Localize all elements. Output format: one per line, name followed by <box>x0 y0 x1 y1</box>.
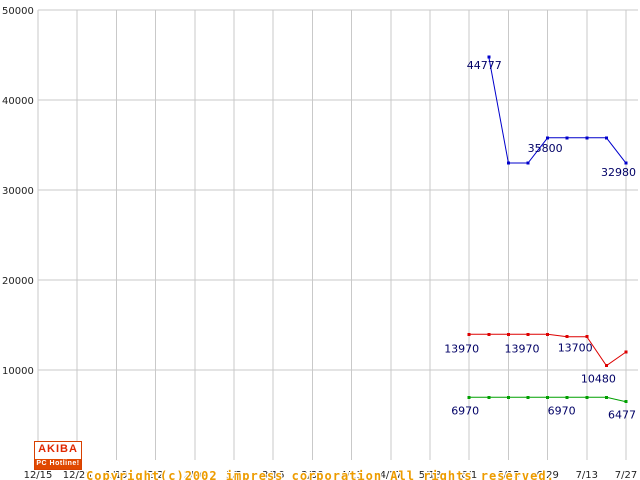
copyright-text: Copyright(c)2002 impress corporation All… <box>86 469 555 480</box>
data-point-marker <box>565 335 569 339</box>
y-axis-tick-label: 10000 <box>2 366 34 377</box>
data-point-marker <box>546 332 550 336</box>
x-axis-tick-label: 2/2 <box>148 470 164 480</box>
data-point-marker <box>506 332 510 336</box>
x-axis-tick-label: 6/15 <box>497 470 519 480</box>
data-point-marker <box>604 364 608 368</box>
data-point-marker <box>487 55 491 59</box>
data-point-marker <box>604 395 608 399</box>
value-label: 44777 <box>467 59 502 72</box>
x-axis-tick-label: 12/28 <box>63 470 92 480</box>
data-point-marker <box>546 395 550 399</box>
y-axis-tick-label: 40000 <box>2 96 34 107</box>
value-label: 13970 <box>505 342 540 355</box>
y-axis-tick-label: 30000 <box>2 186 34 197</box>
x-axis-tick-label: 3/30 <box>301 470 323 480</box>
data-point-marker <box>526 161 530 165</box>
x-axis-tick-label: 4/27 <box>380 470 402 480</box>
y-axis-tick-label: 50000 <box>2 6 34 17</box>
data-point-marker <box>467 395 471 399</box>
value-label: 6970 <box>548 404 576 417</box>
data-point-marker <box>624 400 628 404</box>
data-point-marker <box>487 332 491 336</box>
x-axis-tick-label: 12/15 <box>24 470 53 480</box>
value-label: 13700 <box>558 342 593 355</box>
akiba-logo-text: AKIBA <box>35 442 81 459</box>
x-axis-tick-label: 5/18 <box>419 470 441 480</box>
data-point-marker <box>565 136 569 140</box>
x-axis-tick-label: 1/19 <box>105 470 127 480</box>
data-point-marker <box>604 136 608 140</box>
data-point-marker <box>624 350 628 354</box>
x-axis-tick-label: 3/16 <box>262 470 284 480</box>
value-label: 32980 <box>601 166 636 179</box>
value-label: 6970 <box>451 404 479 417</box>
footer: AKIBA PC Hotline! Copyright(c)2002 impre… <box>34 441 555 480</box>
data-point-marker <box>565 395 569 399</box>
data-point-marker <box>506 161 510 165</box>
credits: Copyright(c)2002 impress corporation All… <box>86 441 555 480</box>
value-label: 35800 <box>528 142 563 155</box>
akiba-logo-subtext: PC Hotline! <box>35 459 81 469</box>
value-label: 6477 <box>608 409 636 422</box>
value-label: 13970 <box>444 342 479 355</box>
data-point-marker <box>487 395 491 399</box>
x-axis-tick-label: 4/13 <box>340 470 362 480</box>
data-point-marker <box>526 332 530 336</box>
value-label: 10480 <box>581 373 616 386</box>
data-point-marker <box>585 335 589 339</box>
x-axis-tick-label: 7/27 <box>615 470 637 480</box>
data-point-marker <box>585 136 589 140</box>
x-axis-tick-label: 3/2 <box>226 470 242 480</box>
x-axis-tick-label: 7/13 <box>576 470 598 480</box>
data-point-marker <box>467 332 471 336</box>
series-line-blue-series <box>488 56 627 164</box>
x-axis-tick-label: 6/29 <box>536 470 558 480</box>
y-axis-tick-label: 20000 <box>2 276 34 287</box>
data-point-marker <box>624 161 628 165</box>
data-point-marker <box>526 395 530 399</box>
data-point-marker <box>585 395 589 399</box>
data-point-marker <box>506 395 510 399</box>
x-axis-tick-label: 6/1 <box>461 470 477 480</box>
akiba-logo: AKIBA PC Hotline! <box>34 441 82 470</box>
data-point-marker <box>546 136 550 140</box>
x-axis-tick-label: 2/16 <box>184 470 206 480</box>
